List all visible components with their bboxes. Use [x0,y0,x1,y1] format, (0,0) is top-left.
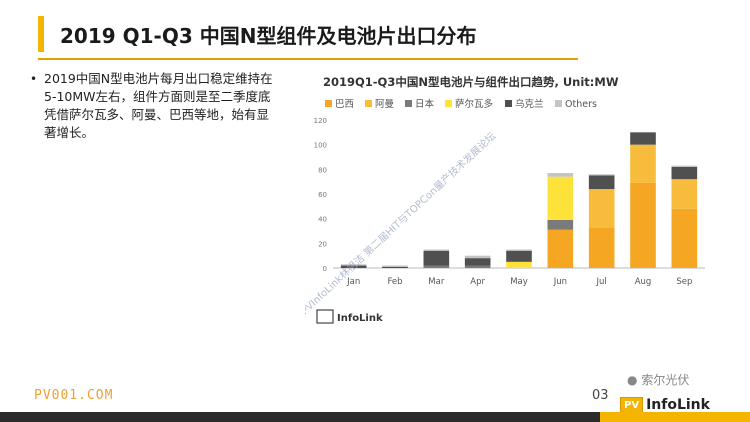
slide-title: 2019 Q1-Q3 中国N型组件及电池片出口分布 [60,24,477,48]
bullet-list: • 2019中国N型电池片每月出口稳定维持在5-10MW左右，组件方面则是至二季… [30,70,280,142]
legend-label-1: 阿曼 [375,99,395,110]
footer-url: PV001.COM [34,388,114,403]
bar-Jul-1 [588,189,615,228]
y-tick-label-0: 0 [323,265,327,273]
bar-Apr-5 [464,255,491,259]
bullet-item: • 2019中国N型电池片每月出口稳定维持在5-10MW左右，组件方面则是至二季… [30,70,280,142]
legend-label-2: 日本 [415,98,435,110]
x-tick-label-0: Jan [346,277,360,287]
bar-Sep-4 [671,166,698,180]
legend-label-4: 乌克兰 [515,98,544,110]
brand-name: InfoLink [646,397,710,413]
bar-Aug-1 [630,144,656,183]
x-tick-label-6: Jul [596,277,607,287]
bar-Sep-5 [671,165,698,167]
bar-Feb-4 [382,266,408,268]
footer-accent [600,412,750,422]
legend-swatch-1 [365,100,372,107]
x-tick-label-2: Mar [428,277,445,287]
wechat-label: ● 索尔光伏 [627,371,689,388]
bar-Apr-2 [464,265,491,268]
legend-label-0: 巴西 [335,99,354,110]
bullet-dot: • [30,72,38,86]
y-tick-label-1: 20 [318,240,327,248]
bar-Jun-0 [547,229,574,268]
bar-Jul-0 [588,227,615,268]
chart-title: 2019Q1-Q3中国N型电池片与组件出口趋势, Unit:MW [323,75,619,89]
bar-Mar-4 [423,250,450,266]
x-tick-label-8: Sep [676,277,692,287]
bullet-text: 2019中国N型电池片每月出口稳定维持在5-10MW左右，组件方面则是至二季度底… [44,71,273,140]
bar-Jul-4 [588,175,615,190]
y-tick-label-2: 40 [318,216,327,224]
chart-brand-icon [316,309,334,324]
wechat-account: 索尔光伏 [641,373,690,387]
title-rule [38,58,578,60]
bar-Mar-5 [423,249,450,251]
legend-swatch-2 [405,100,412,107]
legend-label-3: 萨尔瓦多 [455,98,493,110]
bar-Jul-5 [588,174,615,176]
y-tick-label-3: 60 [318,191,327,199]
bar-Sep-1 [671,179,698,209]
bar-Feb-5 [382,265,408,267]
legend-swatch-5 [555,100,562,107]
bar-Sep-0 [671,208,698,268]
x-tick-label-5: Jun [553,277,567,287]
bar-May-3 [506,261,532,268]
y-tick-label-4: 80 [318,166,327,174]
x-tick-label-4: May [510,277,528,287]
title-accent [38,16,44,52]
y-tick-label-5: 100 [314,142,327,150]
stacked-bar-chart: 2019Q1-Q3中国N型电池片与组件出口趋势, Unit:MW 巴西 阿曼 日本 萨尔… [305,75,705,324]
bar-Jan-5 [340,264,367,266]
watermark-text: PVInfoLink林祖洁 第二届HIT与TOPCon量产技术发展论坛 [305,129,498,317]
bar-Jan-4 [340,265,367,268]
legend-label-5: Others [565,99,597,110]
bar-Aug-4 [630,132,656,145]
x-tick-label-7: Aug [635,277,652,287]
bar-Jun-3 [547,176,574,220]
bar-May-5 [506,249,532,251]
bar-Mar-2 [423,265,450,268]
bar-May-4 [506,250,532,262]
legend-swatch-3 [445,100,452,107]
y-tick-label-6: 120 [314,117,327,125]
brand-logo: PV InfoLink [620,394,710,416]
bar-Jun-5 [547,173,574,177]
page-number: 03 [592,388,609,403]
bar-Apr-4 [464,258,491,266]
x-tick-label-1: Feb [387,277,402,287]
wechat-icon: ● [627,373,638,387]
brand-mark: PV [620,396,644,414]
bar-Jun-2 [547,219,574,230]
x-tick-label-3: Apr [470,277,485,287]
legend-swatch-4 [505,100,512,107]
bar-Aug-0 [630,182,656,268]
title-bar: 2019 Q1-Q3 中国N型组件及电池片出口分布 [0,16,750,62]
chart-brand-name: InfoLink [337,313,383,324]
legend-swatch-0 [325,100,332,107]
footer-bar [0,412,750,422]
